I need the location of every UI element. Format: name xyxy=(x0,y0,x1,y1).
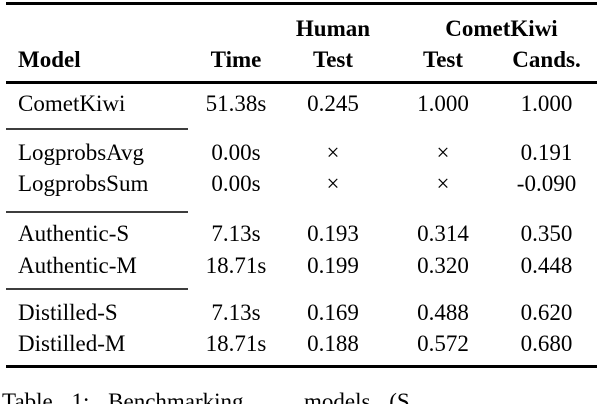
table-bottom-rule xyxy=(6,365,597,368)
section-divider-1 xyxy=(6,128,188,130)
cell-ck-cands: 0.350 xyxy=(520,221,573,246)
table-row-cometkiwi: CometKiwi 51.38s 0.245 1.000 1.000 xyxy=(6,91,597,117)
cell-human-test: 0.193 xyxy=(307,221,359,246)
cell-ck-cands: 0.191 xyxy=(520,140,573,165)
table-row-logprobssum: LogprobsSum 0.00s × × -0.090 xyxy=(6,171,597,197)
cell-time: 7.13s xyxy=(211,300,261,325)
table-header-row: Model Time Test Test Cands. xyxy=(6,47,597,73)
header-spacer xyxy=(196,16,276,42)
cell-human-test: 0.199 xyxy=(307,253,359,278)
section-divider-3 xyxy=(6,288,188,290)
cell-model: CometKiwi xyxy=(18,91,126,116)
cell-human-test: 0.245 xyxy=(307,91,359,116)
table-header-rule xyxy=(6,81,597,84)
column-header-cometkiwi-cands: Cands. xyxy=(512,47,581,72)
table-row-authentic-s: Authentic-S 7.13s 0.193 0.314 0.350 xyxy=(6,221,597,247)
column-header-cometkiwi-test: Test xyxy=(422,47,464,72)
cell-model: Distilled-M xyxy=(18,331,126,356)
table-top-rule xyxy=(6,2,597,5)
table-row-authentic-m: Authentic-M 18.71s 0.199 0.320 0.448 xyxy=(6,253,597,279)
column-header-time: Time xyxy=(210,47,262,72)
cell-ck-test: × xyxy=(436,140,450,165)
cell-ck-cands: 0.620 xyxy=(520,300,573,325)
table-header-group-row: Human CometKiwi xyxy=(6,16,597,42)
cell-human-test: × xyxy=(326,171,340,196)
cell-time: 51.38s xyxy=(205,91,267,116)
table-row-distilled-m: Distilled-M 18.71s 0.188 0.572 0.680 xyxy=(6,331,597,357)
section-divider-2 xyxy=(6,211,188,213)
column-header-model: Model xyxy=(18,47,81,72)
table-row-distilled-s: Distilled-S 7.13s 0.169 0.488 0.620 xyxy=(6,300,597,326)
cell-model: LogprobsAvg xyxy=(18,140,145,165)
cell-model: LogprobsSum xyxy=(18,171,149,196)
column-header-human-test: Test xyxy=(312,47,354,72)
table-caption: Table 1: Benchmarking … models (S xyxy=(2,389,410,404)
cell-ck-test: 0.572 xyxy=(417,331,469,356)
cell-ck-cands: 1.000 xyxy=(520,91,573,116)
cell-time: 18.71s xyxy=(205,331,267,356)
cell-human-test: × xyxy=(326,140,340,165)
cell-time: 0.00s xyxy=(211,140,261,165)
cell-time: 7.13s xyxy=(211,221,261,246)
cell-ck-cands: 0.448 xyxy=(520,253,573,278)
column-group-cometkiwi: CometKiwi xyxy=(445,16,558,41)
cell-ck-test: 0.320 xyxy=(417,253,469,278)
cell-model: Distilled-S xyxy=(18,300,118,325)
column-group-human: Human xyxy=(295,16,371,41)
table-row-logprobsavg: LogprobsAvg 0.00s × × 0.191 xyxy=(6,140,597,166)
cell-ck-cands: -0.090 xyxy=(516,171,577,196)
cell-model: Authentic-M xyxy=(18,253,137,278)
cell-ck-cands: 0.680 xyxy=(520,331,573,356)
cell-time: 18.71s xyxy=(205,253,267,278)
cell-ck-test: 1.000 xyxy=(417,91,469,116)
cell-model: Authentic-S xyxy=(18,221,130,246)
cell-time: 0.00s xyxy=(211,171,261,196)
cell-ck-test: × xyxy=(436,171,450,196)
cell-human-test: 0.169 xyxy=(307,300,359,325)
cell-ck-test: 0.488 xyxy=(417,300,469,325)
cell-human-test: 0.188 xyxy=(307,331,359,356)
header-spacer xyxy=(6,16,196,42)
cell-ck-test: 0.314 xyxy=(417,221,469,246)
